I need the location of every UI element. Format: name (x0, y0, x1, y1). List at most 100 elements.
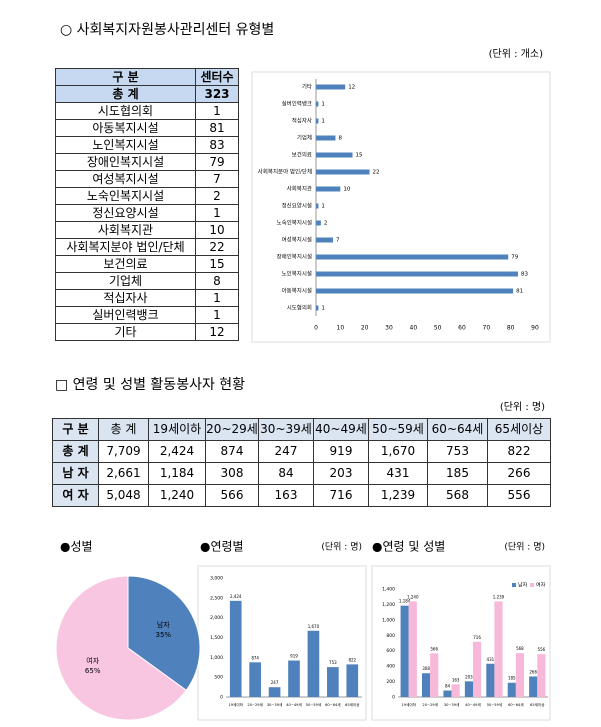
y-tick-label: 1,200 (382, 602, 395, 608)
bar (249, 662, 261, 697)
cell: 323 (195, 85, 239, 103)
bar (494, 601, 503, 697)
unit-note: (단위 : 개소) (488, 49, 543, 60)
y-tick-label: 1,000 (382, 617, 395, 623)
cell: 2,424 (148, 440, 206, 463)
bar (464, 681, 473, 697)
x-tick-label: 65세이상 (530, 702, 545, 707)
cell: 1,670 (368, 440, 428, 463)
row: 실버인력뱅크 1 (55, 306, 239, 324)
type-table: 구 분 센터수 총 계 323 시도협의회 1 아동복지시설 81 노인복지시설 83 장애인복지시… (55, 68, 239, 341)
bar (316, 220, 321, 226)
cell: 노인복지시설 (55, 136, 196, 154)
value-label: 566 (430, 646, 438, 651)
y-tick-label: 0 (392, 695, 395, 701)
category-label: 보건의료 (292, 152, 312, 159)
header-cell: 총 계 (98, 418, 149, 441)
x-tick-label: 20~29세 (247, 702, 262, 707)
bar (316, 271, 518, 277)
legend-swatch (530, 583, 534, 587)
header-cell: 40~49세 (313, 418, 369, 441)
x-tick-label: 20 (361, 325, 369, 332)
x-tick-label: 30~39세 (444, 702, 459, 707)
cell: 정신요양시설 (55, 204, 196, 222)
bar (316, 288, 514, 294)
cell: 장애인복지시설 (55, 153, 196, 171)
unit-note: (단위 : 명) (499, 402, 545, 413)
y-tick-label: 800 (386, 633, 395, 639)
legend-label: 남자 (518, 582, 528, 589)
unit-note: (단위 : 명) (321, 542, 362, 553)
legend-swatch (512, 583, 516, 587)
bar (430, 653, 439, 697)
value-label: 8 (338, 136, 342, 142)
value-label: 919 (290, 654, 298, 659)
bar (316, 203, 319, 209)
value-label: 84 (445, 684, 451, 689)
value-label: 556 (538, 647, 546, 652)
cell: 2,661 (98, 462, 149, 485)
bar (400, 605, 409, 697)
category-label: 아동복지시설 (282, 287, 312, 295)
y-tick-label: 1,400 (382, 587, 395, 593)
bar (451, 684, 460, 697)
bar (316, 237, 334, 243)
cell: 431 (368, 462, 428, 485)
category-label: 시도협의회 (287, 304, 312, 312)
category-label: 사회복지관 (287, 185, 312, 193)
category-label: 노인복지시설 (282, 270, 312, 278)
category-label: 장애인복지시설 (277, 253, 312, 261)
row: 남 자 2,661 1,184 308 84 203 431 185 266 (52, 462, 551, 485)
y-tick-label: 2,500 (210, 595, 223, 601)
x-tick-label: 20~29세 (422, 702, 437, 707)
cell: 308 (205, 462, 259, 485)
header-cell: 20~29세 (205, 418, 259, 441)
category-label: 기타 (302, 83, 312, 91)
value-label: 163 (452, 677, 460, 682)
section-title: ○ 사회복지자원봉사관리센터 유형별 (60, 22, 275, 38)
y-tick-label: 1,000 (210, 655, 223, 661)
bar (486, 663, 495, 697)
value-label: 7 (336, 238, 340, 244)
y-tick-label: 2,000 (210, 615, 223, 621)
cell: 총 계 (55, 85, 196, 103)
value-label: 12 (348, 85, 355, 91)
y-tick-label: 600 (386, 648, 395, 654)
x-tick-label: 90 (531, 325, 539, 332)
x-tick-label: 30 (385, 325, 393, 332)
chart-title: ●연령 및 성별 (372, 540, 445, 554)
x-tick-label: 50~59세 (306, 702, 321, 707)
cell: 919 (313, 440, 369, 463)
value-label: 1 (321, 119, 325, 125)
row: 총 계 323 (55, 85, 239, 103)
bar (327, 667, 339, 697)
x-tick-label: 60 (458, 325, 466, 332)
chart-title: ●성별 (60, 540, 93, 554)
bar (408, 601, 417, 697)
y-tick-label: 500 (214, 675, 223, 681)
value-label: 308 (422, 666, 430, 671)
bar (316, 135, 336, 141)
chart-title: ●연령별 (200, 540, 244, 554)
bar (529, 676, 538, 697)
x-tick-label: 0 (314, 325, 318, 332)
section-title: □ 연령 및 성별 활동봉사자 현황 (55, 377, 246, 393)
x-tick-label: 40 (410, 325, 418, 332)
value-label: 1,184 (399, 599, 411, 604)
value-label: 185 (508, 676, 516, 681)
y-tick-label: 400 (386, 664, 395, 670)
cell: 83 (195, 136, 239, 154)
cell: 556 (487, 484, 551, 507)
cell: 기타 (55, 323, 196, 341)
value-label: 266 (529, 669, 537, 674)
value-label: 568 (516, 646, 524, 651)
bar (507, 682, 516, 697)
bar (268, 687, 281, 697)
cell: 여 자 (52, 484, 99, 507)
row: 적십자사 1 (55, 289, 239, 307)
cell: 568 (427, 484, 488, 507)
header-cell: 65세이상 (487, 418, 551, 441)
category-label: 사회복지분야 법인/단체 (258, 168, 312, 176)
value-label: 1 (321, 306, 325, 312)
